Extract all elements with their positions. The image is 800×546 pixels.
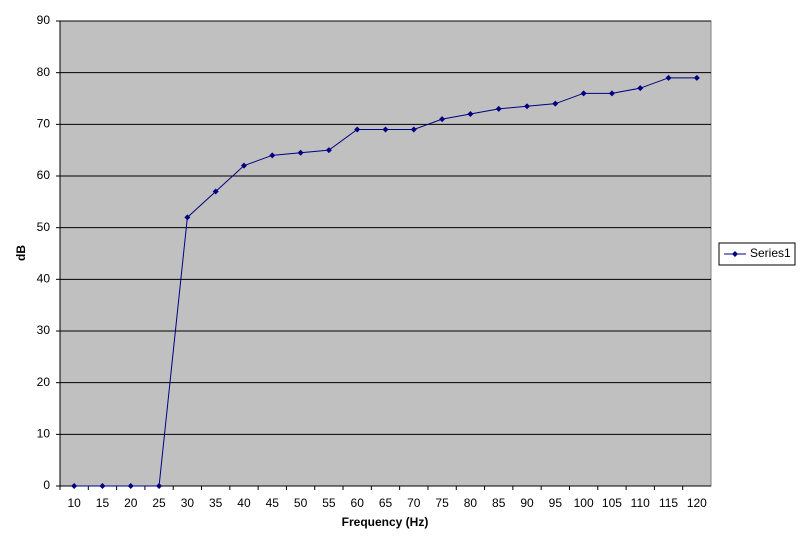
x-tick-label: 90 (520, 496, 534, 510)
data-point (297, 149, 304, 156)
x-tick-label: 85 (492, 496, 506, 510)
data-point (439, 116, 446, 123)
data-point (156, 483, 163, 489)
data-point (637, 85, 644, 92)
x-tick-label: 55 (322, 496, 336, 510)
data-point (269, 152, 276, 159)
y-tick-label: 60 (37, 168, 51, 182)
legend-label: Series1 (750, 246, 791, 260)
y-tick-label: 0 (43, 478, 50, 492)
x-tick-label: 30 (181, 496, 195, 510)
x-tick-label: 45 (266, 496, 280, 510)
data-point (552, 100, 559, 107)
y-tick-label: 90 (37, 13, 51, 27)
x-tick-label: 10 (67, 496, 81, 510)
x-tick-label: 65 (379, 496, 393, 510)
y-tick-label: 30 (37, 323, 51, 337)
x-tick-label: 40 (237, 496, 251, 510)
data-point (467, 111, 474, 117)
data-point (665, 74, 672, 81)
plot-area (59, 20, 712, 487)
y-tick-label: 40 (37, 272, 51, 286)
data-point (524, 103, 531, 110)
data-point (495, 105, 502, 112)
data-point (382, 126, 389, 133)
data-point (325, 147, 332, 154)
y-axis-title: dB (14, 245, 28, 261)
x-tick-label: 60 (351, 496, 365, 510)
y-tick-label: 70 (37, 117, 51, 131)
data-point (99, 483, 106, 489)
x-tick-label: 80 (464, 496, 478, 510)
legend-box (718, 242, 796, 266)
x-tick-label: 35 (209, 496, 223, 510)
data-point (580, 90, 587, 97)
x-tick-label: 25 (152, 496, 166, 510)
data-point (410, 126, 417, 133)
x-tick-label: 70 (407, 496, 421, 510)
x-tick-label: 105 (602, 496, 622, 510)
legend-marker (732, 251, 738, 257)
data-point (184, 214, 191, 221)
x-tick-label: 75 (435, 496, 449, 510)
data-point (608, 90, 615, 97)
data-point (693, 74, 700, 81)
x-axis-title: Frequency (Hz) (342, 515, 429, 529)
data-point (71, 483, 78, 489)
data-point (127, 483, 134, 489)
data-point (354, 126, 361, 133)
data-point (212, 188, 219, 195)
y-tick-label: 50 (37, 220, 51, 234)
x-tick-label: 120 (687, 496, 707, 510)
x-tick-label: 15 (96, 496, 110, 510)
x-tick-label: 115 (659, 496, 678, 510)
data-point (240, 162, 247, 169)
y-tick-label: 10 (37, 427, 51, 441)
x-tick-label: 50 (294, 496, 308, 510)
x-tick-label: 110 (631, 496, 650, 510)
x-tick-label: 95 (549, 496, 563, 510)
y-tick-label: 20 (37, 375, 51, 389)
x-tick-label: 20 (124, 496, 138, 510)
y-tick-label: 80 (37, 65, 51, 79)
x-tick-label: 100 (574, 496, 594, 510)
